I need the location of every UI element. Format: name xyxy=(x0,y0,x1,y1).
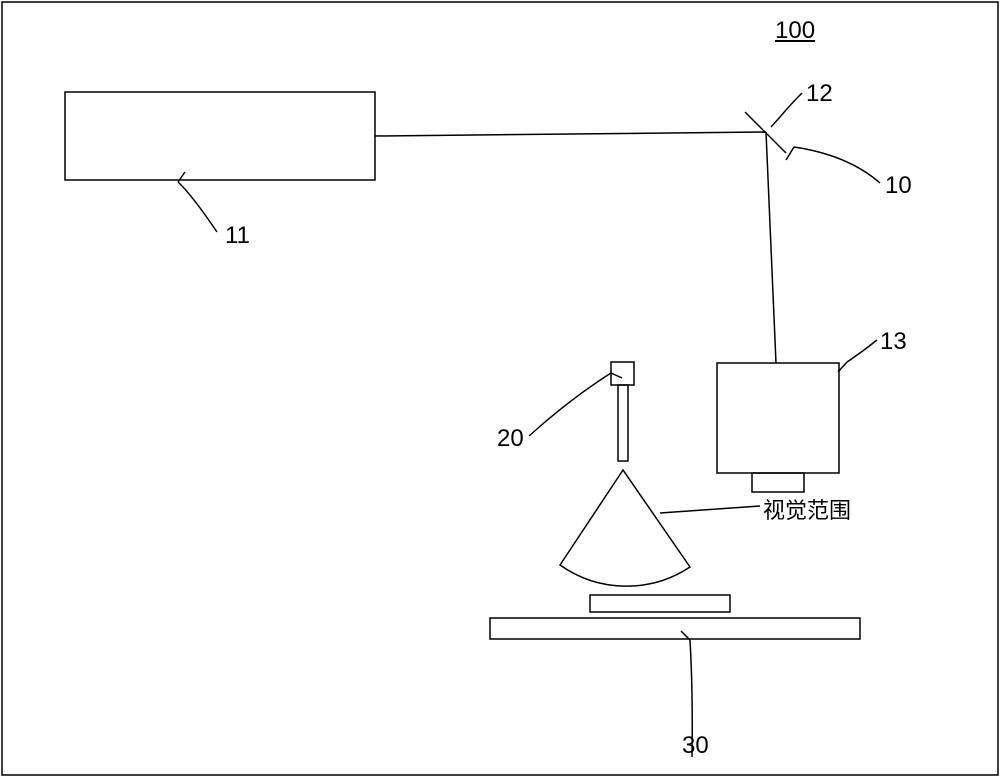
leader-13 xyxy=(847,340,877,362)
label-12: 12 xyxy=(806,80,833,108)
label-vision-range: 视觉范围 xyxy=(763,493,851,525)
beam-vertical xyxy=(766,132,776,363)
spray-fan xyxy=(560,470,690,586)
label-10: 10 xyxy=(885,172,912,200)
tick-12 xyxy=(771,117,780,127)
diagram-canvas xyxy=(0,0,1000,777)
camera-lens xyxy=(752,473,804,492)
label-13: 13 xyxy=(880,328,907,356)
laser-source xyxy=(65,92,375,180)
label-11: 11 xyxy=(225,222,250,250)
tick-20 xyxy=(611,373,622,378)
camera-body xyxy=(717,363,839,473)
label-30: 30 xyxy=(682,732,709,760)
leader-20 xyxy=(529,373,611,436)
leader-vision-range xyxy=(660,506,760,513)
leader-10 xyxy=(794,147,880,183)
probe-stem xyxy=(618,385,628,461)
table xyxy=(490,618,860,639)
border-rect xyxy=(2,2,998,775)
tick-10 xyxy=(786,147,794,160)
leader-11 xyxy=(178,182,217,232)
beam-horizontal xyxy=(375,132,766,136)
probe-top xyxy=(611,362,634,385)
leader-12 xyxy=(780,93,802,117)
label-20: 20 xyxy=(497,425,524,453)
sample xyxy=(590,595,730,612)
label-100: 100 xyxy=(775,17,815,45)
